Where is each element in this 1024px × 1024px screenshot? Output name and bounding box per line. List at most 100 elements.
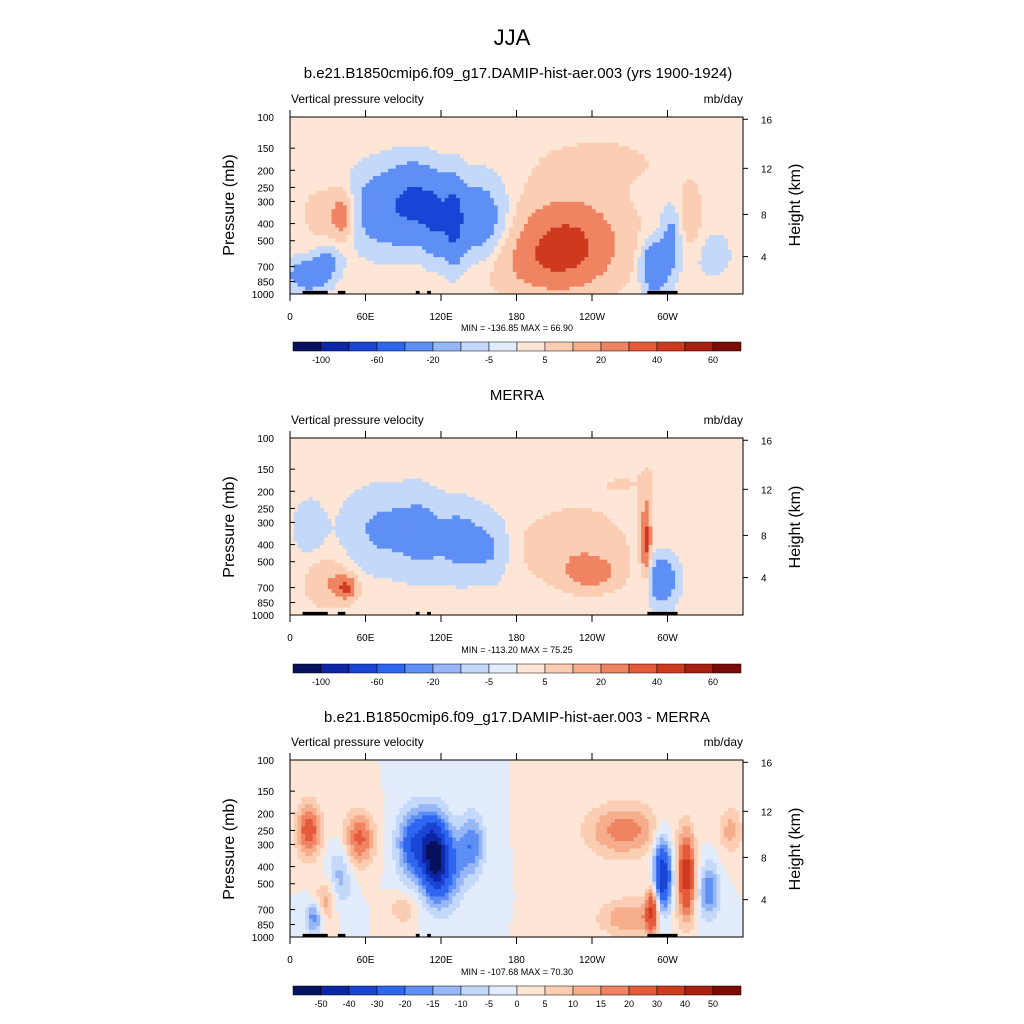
contour-cell xyxy=(690,150,695,155)
contour-cell xyxy=(508,231,514,236)
contour-cell xyxy=(527,183,533,188)
contour-cell xyxy=(350,212,355,218)
contour-cell xyxy=(697,142,703,148)
contour-cell xyxy=(727,201,733,207)
contour-cell xyxy=(520,231,525,236)
contour-cell xyxy=(376,227,382,232)
contour-cell xyxy=(508,194,514,199)
contour-cell xyxy=(456,194,461,199)
contour-cell xyxy=(331,128,336,133)
contour-cell xyxy=(335,131,340,137)
contour-cell xyxy=(659,161,665,166)
contour-cell xyxy=(290,209,295,214)
contour-cell xyxy=(727,212,733,218)
contour-cell xyxy=(524,176,529,181)
contour-cell xyxy=(361,117,367,122)
contour-cell xyxy=(520,268,525,273)
contour-cell xyxy=(637,249,642,255)
contour-cell xyxy=(508,223,514,229)
contour-cell xyxy=(629,205,635,210)
contour-cell xyxy=(709,194,714,199)
contour-cell xyxy=(301,128,306,133)
contour-cell xyxy=(437,135,442,140)
contour-cell xyxy=(373,139,378,144)
contour-cell xyxy=(505,124,510,129)
contour-cell xyxy=(610,139,616,144)
contour-cell xyxy=(641,201,646,207)
contour-cell xyxy=(512,190,518,196)
contour-cell xyxy=(422,242,427,247)
contour-cell xyxy=(701,260,706,266)
contour-cell xyxy=(576,209,582,214)
contour-cell xyxy=(731,135,737,140)
contour-cell xyxy=(731,117,737,122)
contour-cell xyxy=(516,201,521,207)
contour-cell xyxy=(561,150,567,155)
contour-cell xyxy=(486,194,491,199)
contour-cell xyxy=(410,209,416,214)
contour-cell xyxy=(520,187,525,192)
contour-cell xyxy=(595,120,601,125)
contour-cell xyxy=(395,153,401,159)
contour-cell xyxy=(459,212,465,218)
contour-cell xyxy=(354,264,359,269)
contour-cell xyxy=(731,120,737,125)
contour-cell xyxy=(399,242,404,247)
contour-cell xyxy=(391,223,397,229)
contour-cell xyxy=(682,176,687,181)
contour-cell xyxy=(414,124,419,129)
contour-cell xyxy=(701,220,706,225)
contour-cell xyxy=(373,128,378,133)
contour-cell xyxy=(531,164,536,170)
contour-cell xyxy=(622,146,627,151)
contour-cell xyxy=(686,120,691,125)
contour-cell xyxy=(693,238,699,243)
contour-cell xyxy=(323,161,329,166)
contour-cell xyxy=(320,183,325,188)
contour-cell xyxy=(410,183,416,188)
contour-cell xyxy=(365,139,370,144)
contour-cell xyxy=(539,168,544,173)
contour-cell xyxy=(573,246,578,251)
contour-cell xyxy=(459,268,465,273)
contour-cell xyxy=(478,194,484,199)
contour-cell xyxy=(373,264,378,269)
contour-cell xyxy=(376,264,382,269)
contour-cell xyxy=(376,205,382,210)
contour-cell xyxy=(659,216,665,221)
contour-cell xyxy=(603,223,608,229)
contour-cell xyxy=(512,223,518,229)
contour-cell xyxy=(629,216,635,221)
contour-cell xyxy=(542,223,548,229)
panel-units-label: mb/day xyxy=(704,92,743,106)
contour-cell xyxy=(625,264,631,269)
contour-cell xyxy=(376,183,382,188)
contour-cell xyxy=(656,153,661,159)
contour-cell xyxy=(588,131,593,137)
contour-cell xyxy=(478,253,484,258)
contour-cell xyxy=(618,260,623,266)
contour-cell xyxy=(437,168,442,173)
contour-cell xyxy=(456,205,461,210)
contour-cell xyxy=(478,164,484,170)
contour-cell xyxy=(441,264,446,269)
contour-cell xyxy=(546,176,552,181)
contour-cell xyxy=(312,124,318,129)
contour-cell xyxy=(644,209,650,214)
contour-cell xyxy=(365,216,370,221)
contour-cell xyxy=(388,235,393,240)
contour-cell xyxy=(486,176,491,181)
contour-cell xyxy=(618,201,623,207)
contour-cell xyxy=(527,201,533,207)
contour-cell xyxy=(422,135,427,140)
contour-cell xyxy=(376,246,382,251)
contour-cell xyxy=(290,212,295,218)
contour-cell xyxy=(327,223,333,229)
contour-cell xyxy=(467,190,472,196)
contour-cell xyxy=(629,172,635,177)
contour-cell xyxy=(520,212,525,218)
contour-cell xyxy=(603,216,608,221)
contour-cell xyxy=(539,131,544,137)
contour-cell xyxy=(508,179,514,184)
contour-cell xyxy=(573,131,578,137)
